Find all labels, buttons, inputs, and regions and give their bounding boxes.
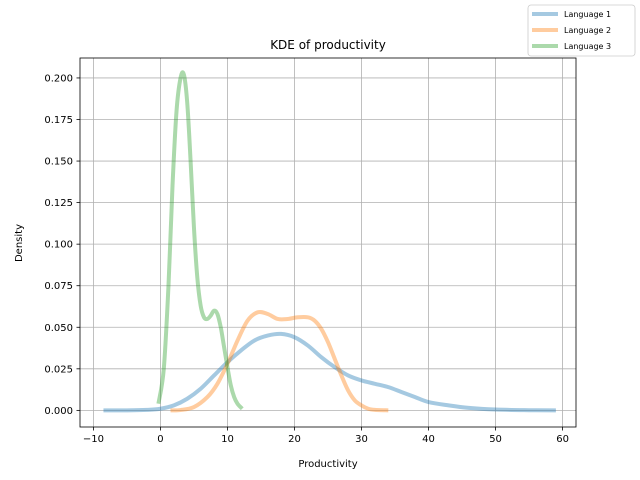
series-line-language-1	[103, 331, 556, 413]
x-tick-label: 60	[556, 434, 569, 445]
legend-label-language-1: Language 1	[564, 10, 611, 19]
y-tick-label: 0.000	[44, 406, 73, 417]
y-tick-label: 0.050	[44, 323, 73, 334]
legend-box	[527, 4, 636, 57]
chart-title: KDE of productivity	[270, 38, 386, 52]
ticks-layer: −10 0 10 20 30 40 50 60 0.000 0.025 0.050 0.075 0.10…	[44, 73, 569, 445]
x-tick-label: 50	[489, 434, 502, 445]
y-tick-label: 0.025	[44, 364, 73, 375]
y-tick-label: 0.200	[44, 73, 73, 84]
y-axis-label: Density	[14, 224, 25, 262]
y-tick-label: 0.175	[44, 115, 73, 126]
grid	[80, 58, 576, 427]
x-tick-label: 20	[288, 434, 301, 445]
x-tick-label: 40	[422, 434, 435, 445]
y-tick-label: 0.125	[44, 198, 73, 209]
legend: Language 1 Language 2 Language 3	[527, 4, 636, 57]
y-tick-label: 0.150	[44, 157, 73, 168]
legend-label-language-2: Language 2	[564, 26, 611, 35]
series-layer	[103, 70, 556, 413]
x-tick-label: 10	[221, 434, 234, 445]
series-line-language-2	[170, 309, 389, 413]
legend-label-language-3: Language 3	[564, 42, 611, 51]
x-axis-label: Productivity	[298, 459, 357, 470]
y-tick-label: 0.100	[44, 240, 73, 251]
x-tick-label: −10	[83, 434, 104, 445]
series-line-language-3	[156, 70, 244, 411]
x-tick-label: 0	[157, 434, 163, 445]
y-tick-label: 0.075	[44, 281, 73, 292]
x-tick-label: 30	[355, 434, 368, 445]
plot-area	[79, 57, 577, 428]
